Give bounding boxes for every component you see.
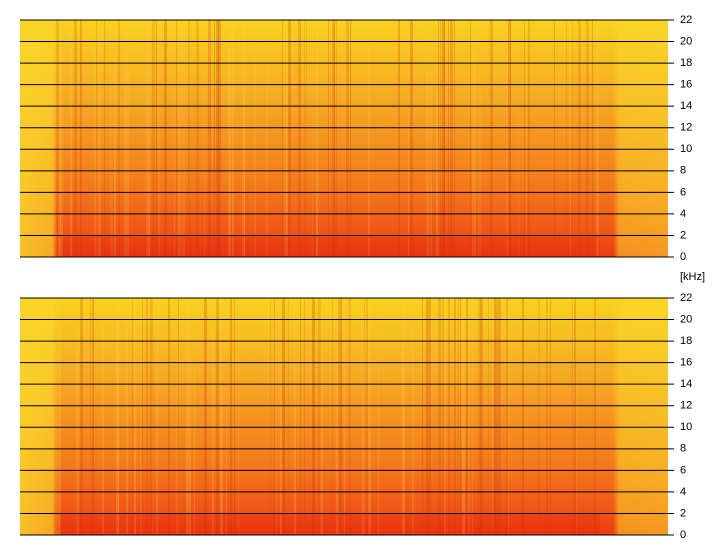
texture [20,20,668,257]
y-tick-label: 14 [680,100,692,112]
y-tick-label: 0 [680,251,686,263]
y-tick-label: 6 [680,186,686,198]
y-tick-label: 6 [680,464,686,476]
y-tick-label: 22 [680,292,692,304]
y-tick-label: 16 [680,357,692,369]
y-tick-label: 8 [680,165,686,177]
y-tick-label: 12 [680,122,692,134]
y-tick-label: 0 [680,529,686,541]
y-tick-label: 22 [680,14,692,26]
y-tick-label: 10 [680,143,692,155]
y-tick-label: 20 [680,35,692,47]
y-tick-label: 18 [680,335,692,347]
y-tick-label: 18 [680,57,692,69]
y-tick-label: 14 [680,378,692,390]
y-tick-label: 4 [680,486,686,498]
y-tick-label: 20 [680,313,692,325]
y-tick-label: 10 [680,421,692,433]
texture [20,298,668,535]
y-tick-label: 12 [680,400,692,412]
y-tick-label: 2 [680,507,686,519]
y-tick-label: 16 [680,79,692,91]
y-tick-label: 8 [680,443,686,455]
y-axis-label: [kHz] [680,271,705,283]
y-tick-label: 4 [680,208,686,220]
y-tick-label: 2 [680,229,686,241]
